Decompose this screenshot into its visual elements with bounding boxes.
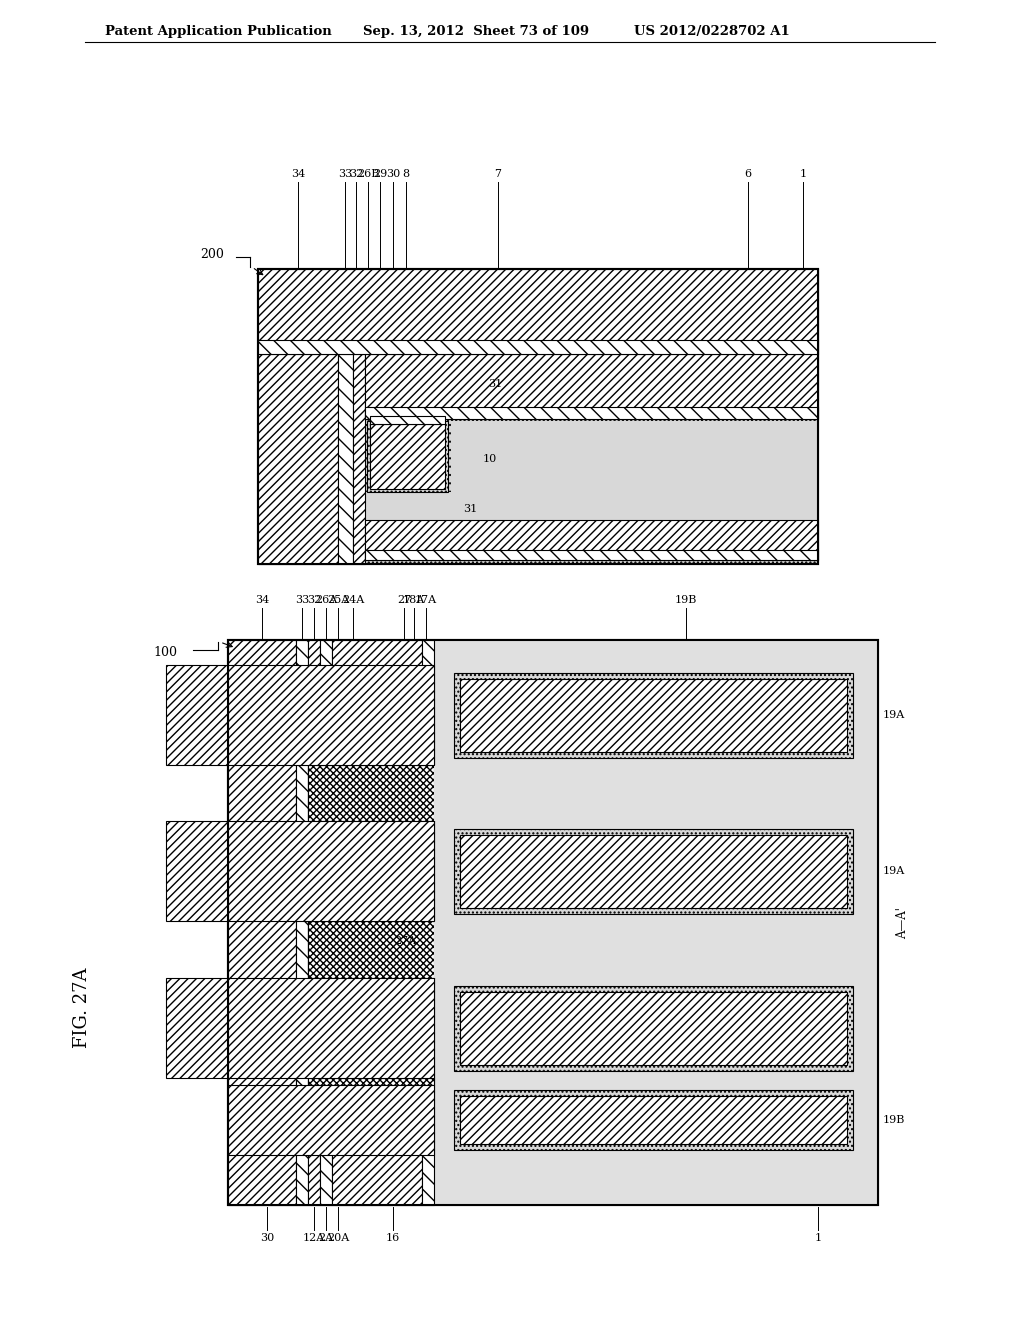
Bar: [454, 1090, 853, 1150]
Bar: [451, 421, 818, 492]
Text: 25A: 25A: [327, 595, 349, 605]
Bar: [434, 640, 878, 1205]
Bar: [228, 978, 434, 1078]
Text: 34: 34: [291, 169, 305, 180]
Bar: [454, 986, 853, 1071]
Bar: [319, 640, 332, 1205]
Bar: [365, 520, 818, 560]
Bar: [460, 678, 847, 752]
Text: 6: 6: [744, 169, 752, 180]
Bar: [166, 821, 228, 921]
Bar: [365, 492, 818, 520]
Text: Patent Application Publication: Patent Application Publication: [105, 25, 332, 38]
Text: 34: 34: [255, 595, 269, 605]
Text: 19B: 19B: [675, 595, 697, 605]
Bar: [365, 550, 818, 560]
Text: 10: 10: [483, 454, 498, 465]
Bar: [454, 829, 853, 913]
Text: 30: 30: [386, 169, 400, 180]
Bar: [258, 269, 818, 564]
Text: 12A: 12A: [303, 1233, 326, 1243]
Bar: [367, 421, 449, 492]
Text: 7: 7: [495, 169, 502, 180]
Text: US 2012/0228702 A1: US 2012/0228702 A1: [634, 25, 790, 38]
Bar: [370, 424, 445, 488]
Bar: [258, 269, 338, 564]
Text: 31: 31: [463, 504, 477, 513]
Text: A—A': A—A': [896, 907, 909, 939]
Bar: [460, 1096, 847, 1144]
Text: 26B: 26B: [356, 169, 379, 180]
Text: 24A: 24A: [342, 595, 365, 605]
Text: 29: 29: [373, 169, 387, 180]
Bar: [365, 407, 818, 418]
Bar: [228, 665, 434, 766]
Text: 8: 8: [402, 169, 410, 180]
Text: 33: 33: [295, 595, 309, 605]
Bar: [454, 673, 853, 758]
Bar: [228, 640, 296, 1205]
Bar: [338, 269, 353, 564]
Bar: [460, 993, 847, 1065]
Bar: [258, 341, 818, 354]
Bar: [422, 640, 434, 1205]
Bar: [434, 921, 878, 978]
Text: 20A: 20A: [327, 1233, 349, 1243]
Bar: [228, 640, 878, 1205]
Text: 19A: 19A: [883, 866, 905, 876]
Text: 1: 1: [800, 169, 807, 180]
Text: 26A: 26A: [314, 595, 337, 605]
Text: 16: 16: [386, 1233, 400, 1243]
Bar: [228, 821, 434, 921]
Text: 17A: 17A: [415, 595, 437, 605]
Bar: [258, 269, 818, 564]
Text: 27A: 27A: [394, 936, 416, 946]
Bar: [166, 978, 228, 1078]
Bar: [258, 269, 818, 354]
Bar: [228, 640, 878, 1205]
Text: 2A: 2A: [318, 1233, 334, 1243]
Bar: [296, 640, 308, 1205]
Text: 18A: 18A: [402, 595, 425, 605]
Bar: [365, 354, 818, 418]
Bar: [228, 640, 878, 1205]
Bar: [166, 665, 228, 766]
Bar: [308, 640, 319, 1205]
Bar: [353, 269, 365, 564]
Bar: [370, 416, 445, 424]
Text: 30: 30: [260, 1233, 274, 1243]
Bar: [308, 766, 434, 821]
Bar: [460, 836, 847, 908]
Text: 33: 33: [338, 169, 352, 180]
Text: 32: 32: [349, 169, 364, 180]
Text: 200: 200: [200, 248, 224, 260]
Text: FIG. 27A: FIG. 27A: [73, 968, 91, 1048]
Text: 31: 31: [488, 379, 502, 389]
Bar: [308, 1078, 434, 1085]
Text: 27: 27: [397, 595, 411, 605]
Bar: [434, 766, 878, 821]
Text: 19B: 19B: [883, 1115, 905, 1125]
Text: Sep. 13, 2012  Sheet 73 of 109: Sep. 13, 2012 Sheet 73 of 109: [362, 25, 589, 38]
Bar: [332, 640, 422, 1205]
Bar: [308, 921, 434, 978]
Text: 32: 32: [307, 595, 322, 605]
Text: 100: 100: [153, 645, 177, 659]
Bar: [228, 1085, 434, 1155]
Text: 1: 1: [814, 1233, 821, 1243]
Text: 19A: 19A: [883, 710, 905, 719]
